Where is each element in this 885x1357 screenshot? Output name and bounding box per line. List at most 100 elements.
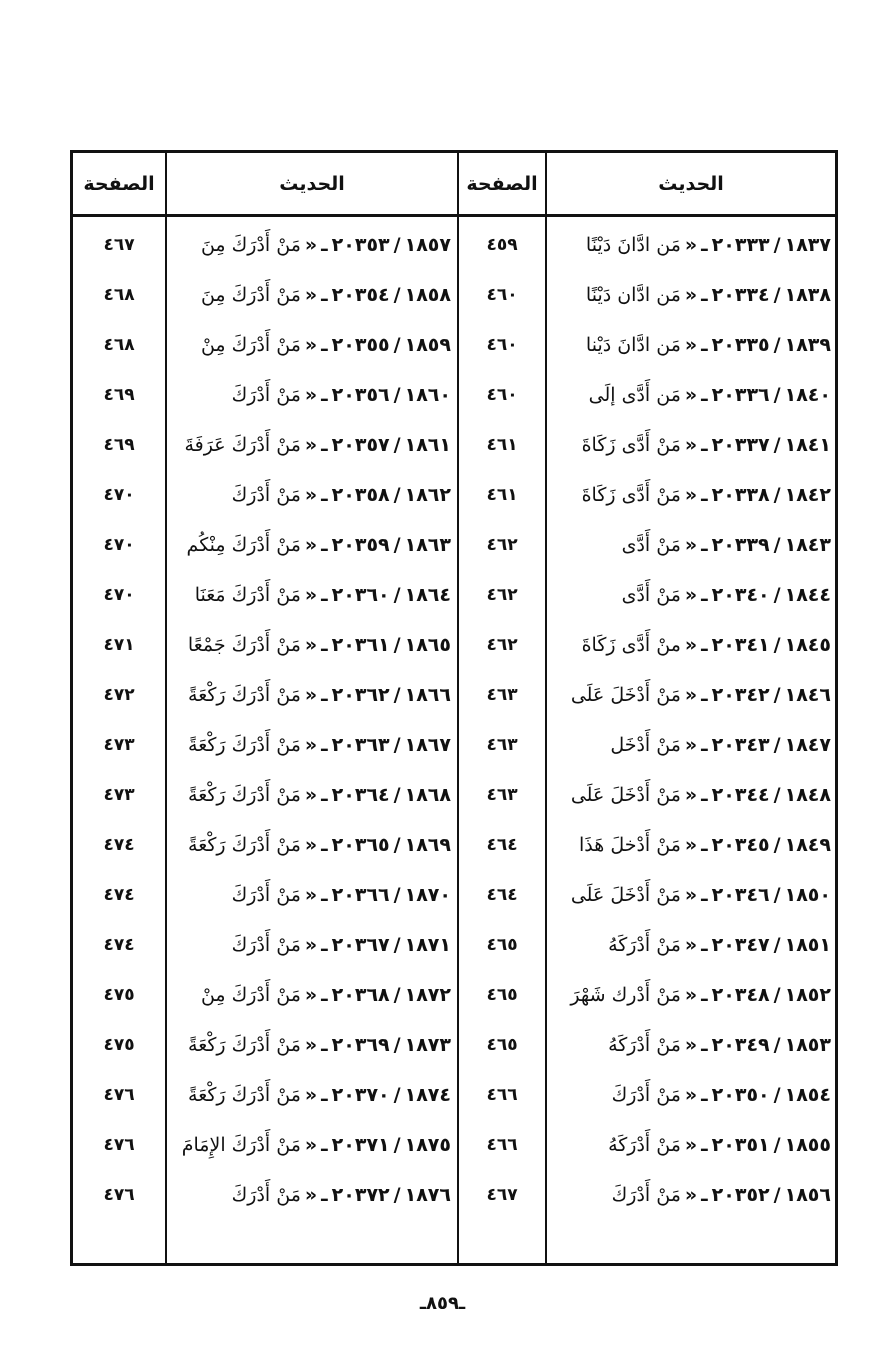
entry-index: ١٨٤٩: [784, 834, 831, 856]
hadith-entry: ١٨٦٤/٢٠٣٦٠ ـ «مَنْ أَدْرَكَ مَعَنَا: [167, 570, 457, 620]
slash: /: [393, 334, 401, 356]
hadith-number: ٢٠٣٥٠: [711, 1084, 770, 1106]
quote-mark: «: [304, 734, 318, 756]
hadith-number: ٢٠٣٣٦: [711, 384, 770, 406]
slash: /: [773, 684, 781, 706]
hadith-text: مَنْ أَدْرَكَهُ: [608, 1034, 681, 1056]
slash: /: [773, 1134, 781, 1156]
page-ref: ٤٦٥: [486, 1035, 518, 1055]
page-ref: ٤٦٣: [486, 735, 518, 755]
page-ref: ٤٧٠: [103, 585, 135, 605]
hadith-text: مَنْ أَدْرَكَ مِنَ: [200, 284, 301, 306]
hadith-entry: ١٨٣٨/٢٠٣٣٤ ـ «مَن ادَّان دَيْنًا: [547, 270, 837, 320]
column-divider: [165, 153, 167, 1263]
hadith-text: مَنْ أَدْرَكَ: [231, 1184, 301, 1206]
slash: /: [393, 734, 401, 756]
slash: /: [393, 234, 401, 256]
dash: ـ: [321, 434, 328, 456]
quote-mark: «: [304, 1184, 318, 1206]
slash: /: [773, 634, 781, 656]
entry-index: ١٨٥١: [784, 934, 831, 956]
entry-index: ١٨٤٨: [784, 784, 831, 806]
header-hadith-left: الحديث: [279, 172, 345, 195]
page-ref: ٤٦٥: [486, 935, 518, 955]
page-ref: ٤٧٦: [103, 1135, 135, 1155]
dash: ـ: [701, 984, 708, 1006]
column-divider: [457, 153, 459, 1263]
quote-mark: «: [304, 634, 318, 656]
hadith-text: مَنْ أَدْرَكَ مِنْ: [200, 984, 301, 1006]
page-ref: ٤٦٩: [103, 385, 135, 405]
hadith-number: ٢٠٣٦٧: [331, 934, 390, 956]
hadith-number: ٢٠٣٤٢: [711, 684, 770, 706]
entry-index: ١٨٤٤: [784, 584, 831, 606]
quote-mark: «: [684, 984, 698, 1006]
quote-mark: «: [684, 934, 698, 956]
quote-mark: «: [684, 734, 698, 756]
hadith-entry: ١٨٥٨/٢٠٣٥٤ ـ «مَنْ أَدْرَكَ مِنَ: [167, 270, 457, 320]
hadith-number: ٢٠٣٣٨: [711, 484, 770, 506]
hadith-entry: ١٨٦٦/٢٠٣٦٢ ـ «مَنْ أَدْرَكَ رَكْعَةً: [167, 670, 457, 720]
slash: /: [773, 734, 781, 756]
entry-index: ١٨٦٣: [404, 534, 451, 556]
entry-index: ١٨٤١: [784, 434, 831, 456]
slash: /: [773, 784, 781, 806]
page-ref: ٤٧٥: [103, 1035, 135, 1055]
slash: /: [773, 384, 781, 406]
slash: /: [773, 234, 781, 256]
hadith-text: منْ أَدَّى زَكَاةَ: [581, 634, 681, 656]
entry-index: ١٨٤٥: [784, 634, 831, 656]
hadith-number: ٢٠٣٦٦: [331, 884, 390, 906]
slash: /: [393, 834, 401, 856]
slash: /: [773, 484, 781, 506]
hadith-number: ٢٠٣٥٧: [331, 434, 390, 456]
entry-index: ١٨٦٥: [404, 634, 451, 656]
page-ref: ٤٧٥: [103, 985, 135, 1005]
entry-index: ١٨٦٦: [404, 684, 451, 706]
hadith-number: ٢٠٣٥٩: [331, 534, 390, 556]
quote-mark: «: [304, 834, 318, 856]
hadith-text: مَنْ أَدْخَلَ عَلَى: [570, 684, 681, 706]
dash: ـ: [701, 484, 708, 506]
index-table: الحديث الصفحة الحديث الصفحة ١٨٣٧/٢٠٣٣٣ ـ «…: [70, 150, 838, 1266]
quote-mark: «: [684, 884, 698, 906]
dash: ـ: [701, 1034, 708, 1056]
hadith-entry: ١٨٧١/٢٠٣٦٧ ـ «مَنْ أَدْرَكَ: [167, 920, 457, 970]
page-ref: ٤٧٤: [103, 935, 135, 955]
hadith-number: ٢٠٣٦٣: [331, 734, 390, 756]
hadith-entry: ١٨٥٥/٢٠٣٥١ ـ «مَنْ أَدْرَكَهُ: [547, 1120, 837, 1170]
hadith-number: ٢٠٣٣٤: [711, 284, 770, 306]
hadith-number: ٢٠٣٤٧: [711, 934, 770, 956]
page-number: ـ٨٥٩ـ: [419, 1293, 466, 1314]
hadith-text: مَنْ أَدْرَكَ رَكْعَةً: [188, 734, 301, 756]
hadith-entry: ١٨٦٣/٢٠٣٥٩ ـ «مَنْ أَدْرَكَ مِنْكُم: [167, 520, 457, 570]
hadith-text: مَنْ أَدَّى زَكَاةَ: [581, 484, 681, 506]
entry-index: ١٨٥٢: [784, 984, 831, 1006]
page-ref: ٤٧٠: [103, 535, 135, 555]
hadith-entry: ١٨٥٤/٢٠٣٥٠ ـ «مَنْ أَدْرَكَ: [547, 1070, 837, 1120]
hadith-text: مَنْ أَدَّى زَكَاةَ: [581, 434, 681, 456]
slash: /: [393, 584, 401, 606]
hadith-text: مَنْ أَدْرَكَهُ: [608, 934, 681, 956]
hadith-entry: ١٨٧٥/٢٠٣٧١ ـ «مَنْ أَدْرَكَ الإِمَامَ: [167, 1120, 457, 1170]
dash: ـ: [321, 684, 328, 706]
hadith-number: ٢٠٣٥٤: [331, 284, 390, 306]
dash: ـ: [321, 1034, 328, 1056]
page-ref: ٤٦٢: [486, 585, 518, 605]
quote-mark: «: [304, 584, 318, 606]
hadith-entry: ١٨٤٣/٢٠٣٣٩ ـ «مَنْ أَدَّى: [547, 520, 837, 570]
hadith-entry: ١٨٥٠/٢٠٣٤٦ ـ «مَنْ أَدْخَلَ عَلَى: [547, 870, 837, 920]
dash: ـ: [701, 684, 708, 706]
hadith-text: مَن ادَّانَ دَيْنا: [585, 334, 681, 356]
hadith-entry: ١٨٧٢/٢٠٣٦٨ ـ «مَنْ أَدْرَكَ مِنْ: [167, 970, 457, 1020]
slash: /: [773, 1084, 781, 1106]
slash: /: [773, 884, 781, 906]
slash: /: [393, 384, 401, 406]
dash: ـ: [321, 1184, 328, 1206]
hadith-entry: ١٨٤٩/٢٠٣٤٥ ـ «مَنْ أَدْخلَ هَذَا: [547, 820, 837, 870]
hadith-text: مَنْ أَدْرَكَ: [611, 1084, 681, 1106]
entry-index: ١٨٦١: [404, 434, 451, 456]
hadith-number: ٢٠٣٤٤: [711, 784, 770, 806]
hadith-entry: ١٨٤٤/٢٠٣٤٠ ـ «مَنْ أَدَّى: [547, 570, 837, 620]
hadith-number: ٢٠٣٦٤: [331, 784, 390, 806]
